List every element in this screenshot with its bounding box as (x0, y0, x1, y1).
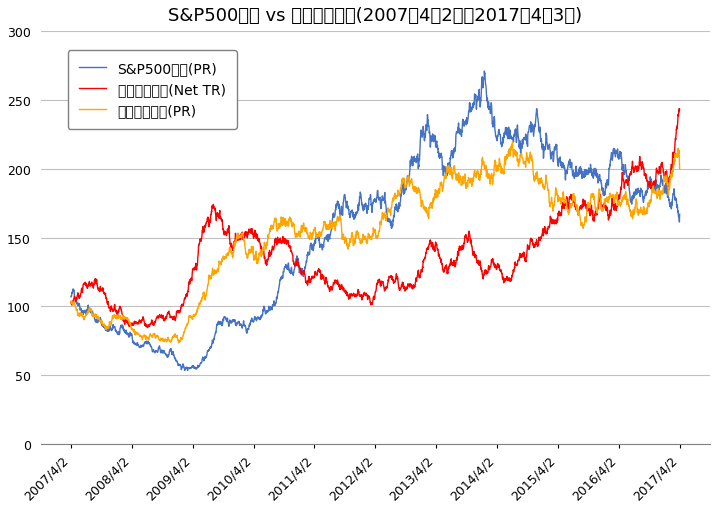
配当貴族指数(PR) (675, 166, 684, 173)
Legend: S&P500指数(PR), 配当貴族指数(Net TR), 配当貴族指数(PR): S&P500指数(PR), 配当貴族指数(Net TR), 配当貴族指数(PR) (67, 51, 237, 129)
S&P500指数(PR) (541, 145, 550, 151)
S&P500指数(PR) (470, 103, 478, 109)
配当貴族指数(PR) (179, 336, 187, 342)
S&P500指数(PR) (675, 212, 684, 218)
Line: S&P500指数(PR): S&P500指数(PR) (71, 72, 680, 371)
配当貴族指数(Net TR) (67, 300, 75, 306)
配当貴族指数(PR) (557, 199, 566, 205)
S&P500指数(PR) (163, 353, 171, 359)
配当貴族指数(Net TR) (675, 107, 684, 114)
配当貴族指数(PR) (67, 298, 75, 304)
配当貴族指数(Net TR) (470, 249, 478, 256)
配当貴族指数(PR) (163, 338, 171, 344)
S&P500指数(PR) (184, 367, 192, 374)
配当貴族指数(Net TR) (541, 228, 549, 234)
配当貴族指数(PR) (427, 201, 436, 207)
S&P500指数(PR) (427, 136, 436, 142)
配当貴族指数(Net TR) (163, 312, 171, 318)
S&P500指数(PR) (67, 294, 75, 300)
S&P500指数(PR) (480, 69, 489, 75)
配当貴族指数(PR) (174, 340, 183, 346)
Line: 配当貴族指数(Net TR): 配当貴族指数(Net TR) (71, 109, 680, 328)
配当貴族指数(Net TR) (675, 106, 684, 112)
配当貴族指数(Net TR) (427, 243, 436, 249)
Line: 配当貴族指数(PR): 配当貴族指数(PR) (71, 142, 680, 343)
配当貴族指数(PR) (508, 139, 517, 145)
S&P500指数(PR) (178, 364, 186, 371)
Title: S&P500指数 vs 配当貴族指数(2007年4月2日～2017年4月3日): S&P500指数 vs 配当貴族指数(2007年4月2日～2017年4月3日) (168, 7, 582, 25)
配当貴族指数(Net TR) (143, 325, 152, 331)
配当貴族指数(Net TR) (557, 213, 566, 219)
S&P500指数(PR) (557, 165, 566, 171)
配当貴族指数(Net TR) (179, 302, 187, 308)
配当貴族指数(PR) (470, 172, 478, 178)
配当貴族指数(PR) (541, 181, 550, 187)
